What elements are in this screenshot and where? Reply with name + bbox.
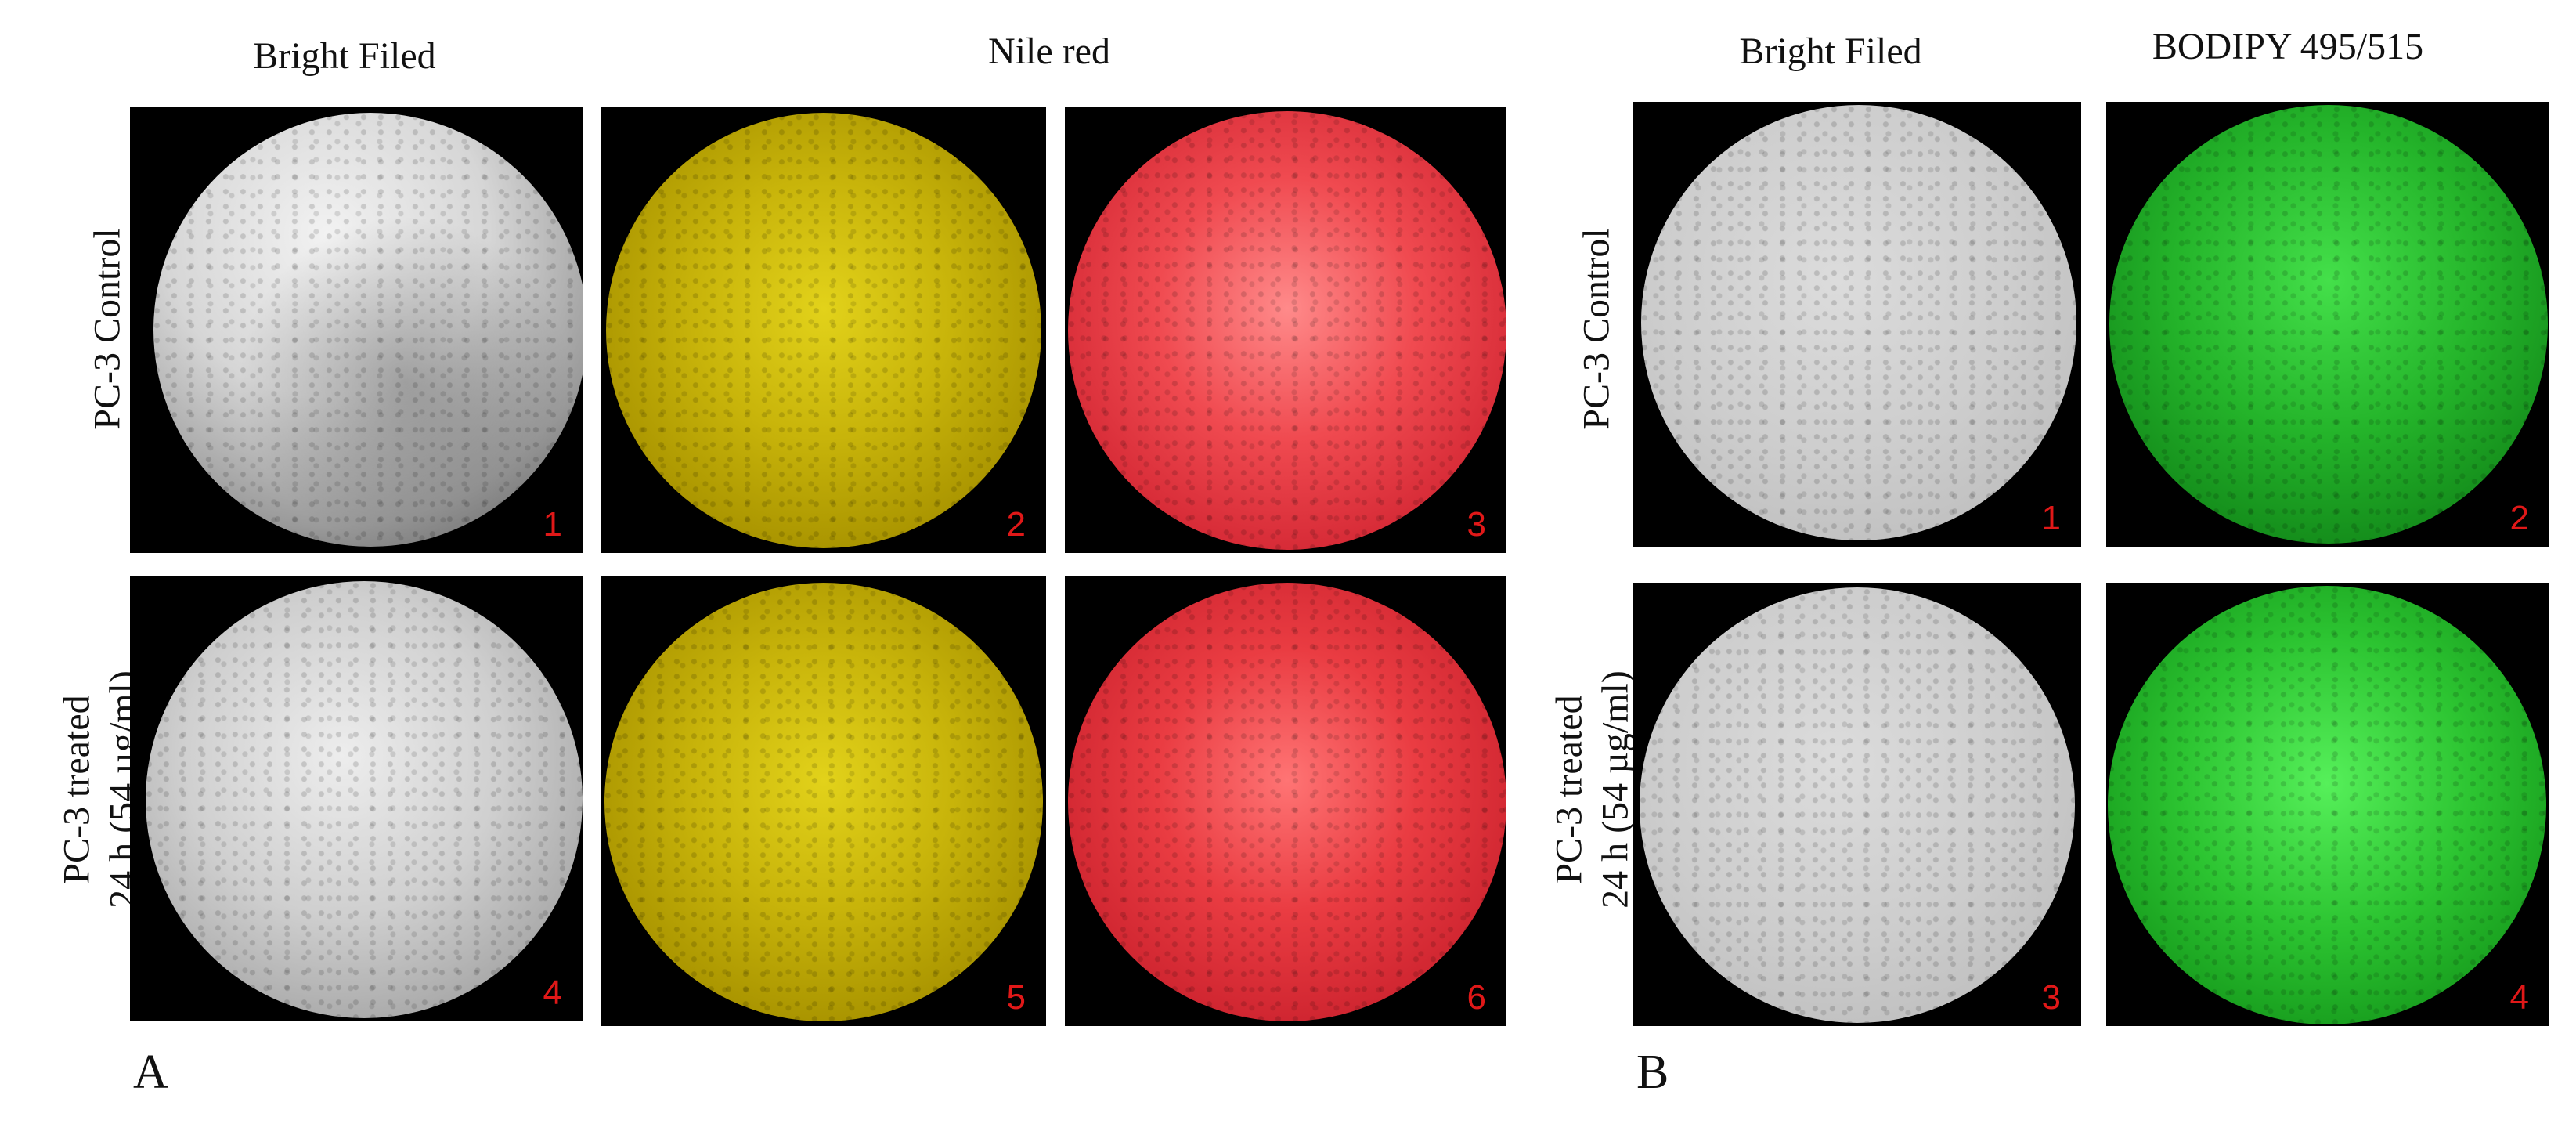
tile-number: 2: [2509, 499, 2529, 537]
panel-b-row2-label-line2: 24 h (54 µg/ml): [1594, 670, 1636, 909]
nile-red-yellow-dish: [606, 113, 1041, 548]
panel-a-tile-6: 6: [1065, 576, 1506, 1026]
bright-field-dish: [1640, 587, 2075, 1023]
bright-field-dish: [153, 113, 583, 547]
panel-a-row2-label-line1: PC-3 treated: [56, 695, 98, 884]
bright-field-dish: [146, 581, 583, 1018]
tile-number: 2: [1006, 505, 1026, 544]
panel-a-tile-3: 3: [1065, 107, 1506, 553]
panel-b-letter: B: [1636, 1046, 1669, 1099]
panel-a-nile-red-title: Nile red: [988, 31, 1110, 72]
panel-b-bodipy-title: BODIPY 495/515: [2152, 26, 2424, 67]
panel-b-row2-label-line1: PC-3 treated: [1548, 695, 1590, 884]
nile-red-red-dish: [1068, 111, 1506, 550]
tile-number: 4: [543, 974, 562, 1012]
tile-number: 5: [1006, 978, 1026, 1017]
tile-number: 4: [2509, 978, 2529, 1017]
bright-field-dish: [1641, 105, 2076, 540]
panel-b-tile-1: 1: [1633, 102, 2081, 547]
panel-b-row1-label-text: PC-3 Control: [1575, 228, 1618, 430]
panel-a-row1-label: PC-3 Control: [85, 228, 132, 429]
panel-b-row1-label: PC-3 Control: [1575, 228, 1621, 429]
panel-a-tile-5: 5: [601, 576, 1046, 1026]
panel-b-row2-label: PC-3 treated 24 h (54 µg/ml): [1546, 670, 1638, 909]
panel-a-tile-1: 1: [130, 107, 583, 553]
panel-a-tile-2: 2: [601, 107, 1046, 553]
nile-red-yellow-dish: [604, 583, 1043, 1021]
tile-number: 3: [2041, 978, 2061, 1017]
tile-number: 1: [2041, 499, 2061, 537]
tile-number: 3: [1467, 505, 1486, 544]
nile-red-red-dish: [1068, 583, 1506, 1021]
panel-a-tile-4: 4: [130, 576, 583, 1021]
panel-a-bright-field-title: Bright Filed: [253, 35, 436, 77]
tile-number: 6: [1467, 978, 1486, 1017]
bodipy-green-dish: [2108, 586, 2546, 1024]
panel-a-letter: A: [133, 1046, 168, 1099]
tile-number: 1: [543, 505, 562, 544]
panel-a-row1-label-text: PC-3 Control: [86, 228, 128, 430]
panel-b-tile-4: 4: [2106, 583, 2549, 1026]
panel-b-tile-3: 3: [1633, 583, 2081, 1026]
panel-b-tile-2: 2: [2106, 102, 2549, 547]
bodipy-green-dish: [2109, 105, 2548, 544]
panel-b-bright-field-title: Bright Filed: [1739, 31, 1922, 72]
